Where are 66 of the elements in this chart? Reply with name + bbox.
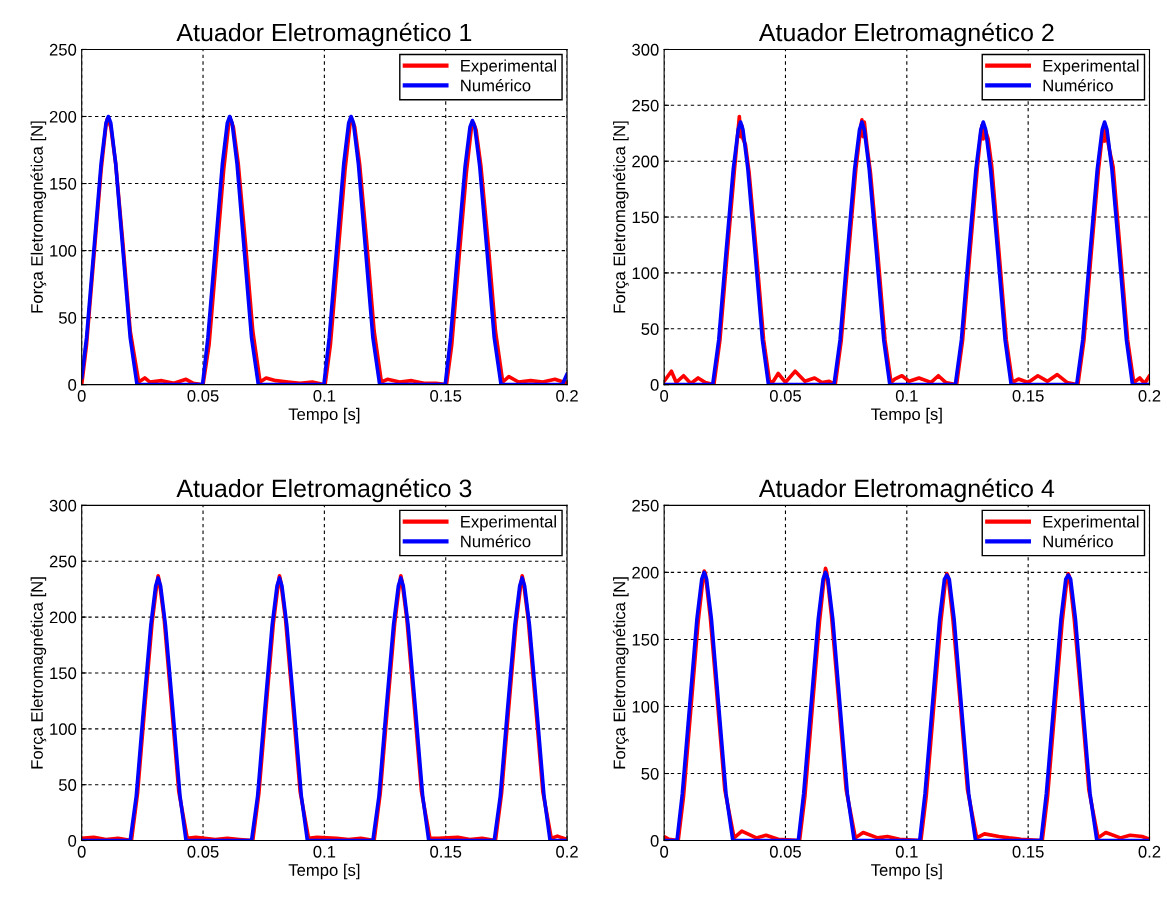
legend-label: Experimental [1043,515,1139,531]
x-tick-label: 0.2 [556,389,578,402]
y-tick-label: 0 [68,834,77,847]
x-tick-label: 0.05 [187,845,219,858]
x-tick-label: 0.1 [895,389,918,402]
x-tick-label: 0.15 [430,845,462,858]
x-tick-label: 0 [660,845,669,858]
y-axis-title: Força Eletromagnética [N] [612,577,629,769]
x-tick-label: 0.2 [1138,845,1161,858]
y-tick-label: 300 [49,499,77,512]
y-tick-label: 200 [632,566,659,579]
x-tick-label: 0.1 [313,845,336,858]
x-tick-label: 0 [77,389,86,402]
legend-label: Numérico [1043,78,1113,92]
x-tick-label: 0.05 [769,845,801,858]
y-tick-label: 200 [632,155,659,168]
x-tick-label: 0.1 [313,389,336,402]
x-tick-label: 0.05 [769,389,801,402]
y-axis-title: Força Eletromagnética [N] [30,577,47,769]
x-axis-title: Tempo [s] [288,863,360,880]
y-tick-label: 200 [49,110,77,123]
y-tick-label: 0 [68,379,77,391]
y-tick-label: 150 [632,633,659,646]
legend-label: Experimental [1043,59,1139,75]
x-tick-label: 0.2 [556,845,578,858]
x-axis-title: Tempo [s] [871,863,942,880]
legend-label: Numérico [461,534,531,548]
x-tick-label: 0.15 [430,389,462,402]
y-tick-label: 150 [50,177,77,190]
y-tick-label: 150 [50,667,77,680]
chart-title: Atuador Eletromagnético 2 [758,22,1054,47]
y-tick-label: 150 [632,211,659,224]
y-tick-label: 250 [632,499,659,512]
x-tick-label: 0 [660,389,669,402]
y-tick-label: 100 [632,700,659,713]
y-tick-label: 250 [632,99,659,112]
y-tick-label: 50 [58,779,77,791]
legend-label: Numérico [461,78,531,92]
y-tick-label: 300 [632,43,659,56]
legend-label: Experimental [461,59,556,75]
x-tick-label: 0.1 [895,845,918,858]
x-tick-label: 0 [77,845,86,858]
y-tick-label: 250 [49,43,77,56]
legend-label: Experimental [461,515,556,531]
x-axis-title: Tempo [s] [288,407,360,424]
chart-title: Atuador Eletromagnético 3 [176,478,472,503]
y-tick-label: 100 [50,723,77,736]
legend-label: Numérico [1043,534,1113,548]
x-tick-label: 0.05 [187,389,219,402]
y-tick-label: 50 [641,767,659,780]
y-axis-title: Força Eletromagnética [N] [30,121,47,313]
y-tick-label: 200 [49,611,77,624]
y-tick-label: 50 [58,312,77,324]
y-tick-label: 0 [650,379,659,391]
y-tick-label: 250 [49,555,77,568]
y-tick-label: 100 [632,267,659,280]
chart-title: Atuador Eletromagnético 1 [176,22,472,47]
x-tick-label: 0.15 [1012,389,1044,402]
y-tick-label: 100 [50,244,77,257]
x-tick-label: 0.15 [1012,845,1044,858]
y-tick-label: 50 [641,323,659,335]
y-axis-title: Força Eletromagnética [N] [612,121,629,313]
x-axis-title: Tempo [s] [871,407,942,424]
y-tick-label: 0 [650,834,659,847]
x-tick-label: 0.2 [1138,389,1161,402]
chart-title: Atuador Eletromagnético 4 [758,478,1055,503]
